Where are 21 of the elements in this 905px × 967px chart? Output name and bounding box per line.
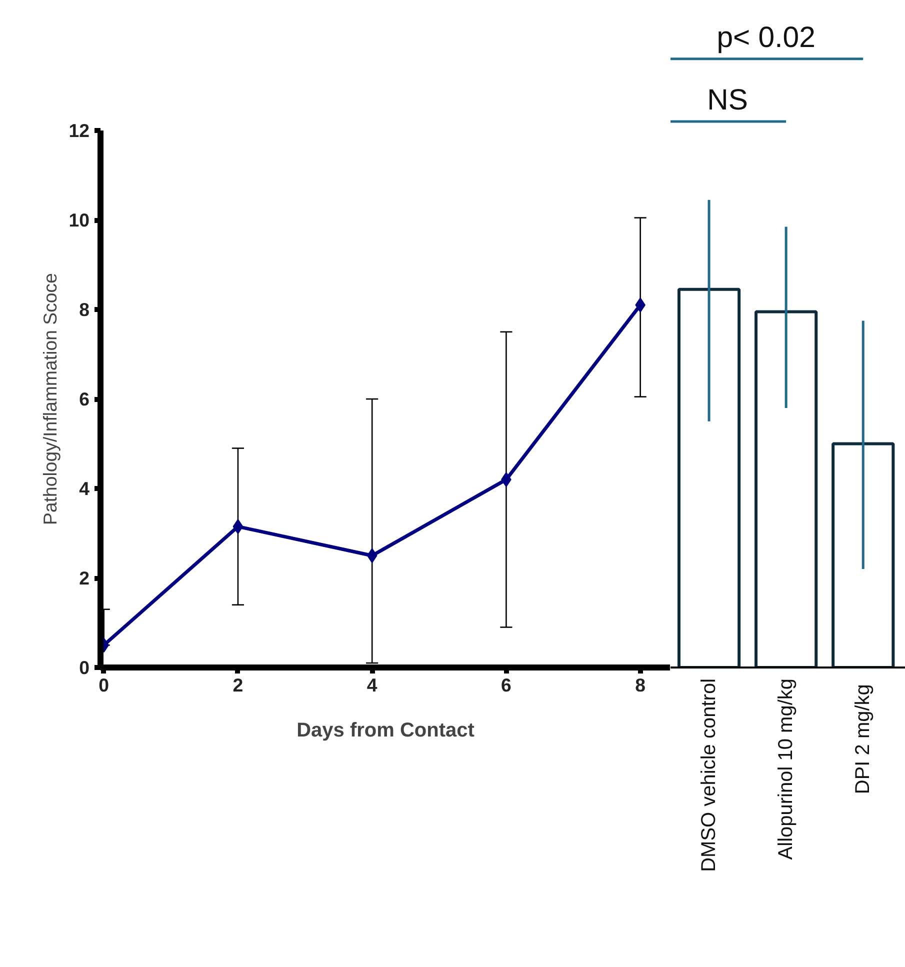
x-tick-label: 8 bbox=[635, 674, 646, 696]
y-tick-label: 10 bbox=[68, 210, 90, 230]
x-tick-label: 2 bbox=[232, 674, 244, 696]
y-tick-label: 2 bbox=[79, 568, 90, 588]
y-tick-label: 8 bbox=[79, 299, 90, 320]
point bbox=[366, 548, 378, 564]
x-tick-label: 4 bbox=[366, 674, 378, 696]
y-tick-label: 6 bbox=[79, 388, 90, 410]
x-tick-label: Allopurinol 10 mg/kg bbox=[775, 678, 798, 860]
y-tick-label: 4 bbox=[79, 478, 90, 499]
x-tick-label: DPI 2 mg/kg bbox=[852, 684, 874, 794]
text: NS bbox=[707, 84, 748, 117]
x-tick-label: DMSO vehicle control bbox=[698, 678, 720, 872]
x-tick-label: 0 bbox=[98, 674, 110, 696]
y-tick-label: 0 bbox=[79, 657, 90, 678]
text: p< 0.02 bbox=[716, 20, 816, 54]
point bbox=[232, 519, 244, 534]
y-tick-label: 12 bbox=[68, 120, 90, 141]
x-axis-title: Days from Contact bbox=[296, 720, 475, 742]
x-tick-label: 6 bbox=[501, 674, 512, 696]
y-axis-title: Pathology/Inflammation Scoce bbox=[40, 273, 61, 525]
